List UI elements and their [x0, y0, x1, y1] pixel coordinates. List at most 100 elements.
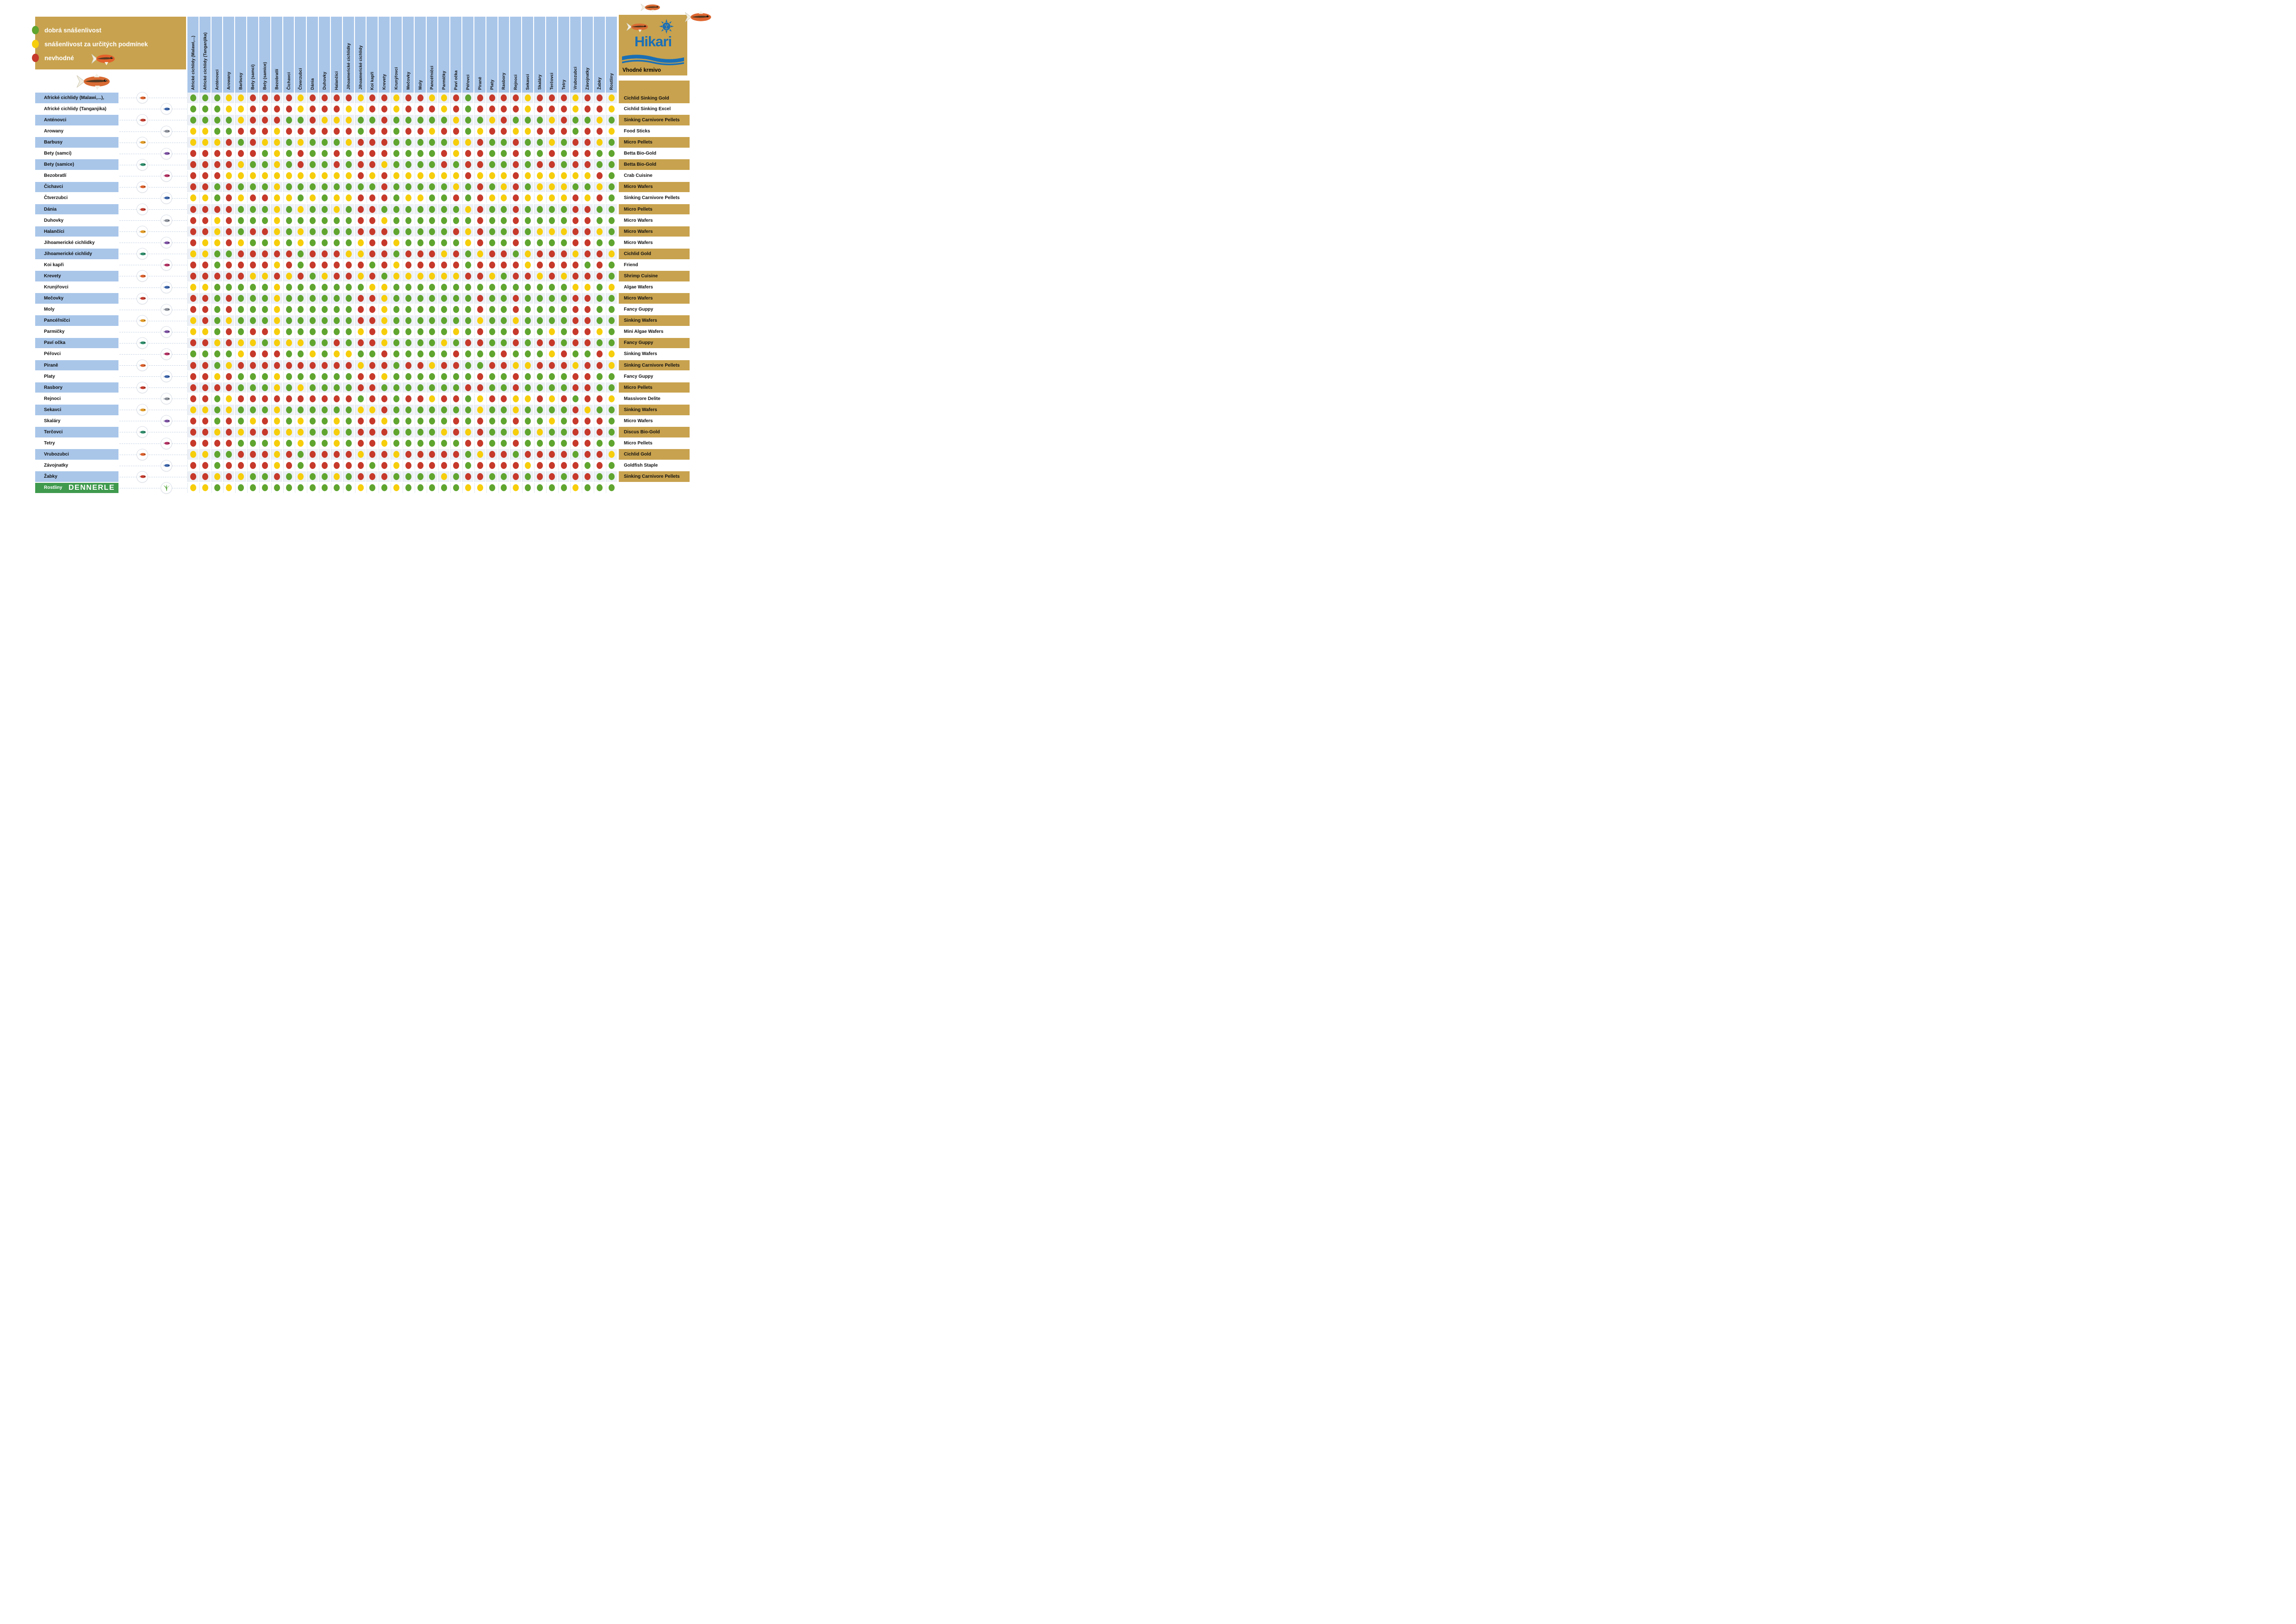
compatibility-dot-g — [465, 462, 471, 469]
compatibility-cell — [426, 93, 439, 103]
compatibility-dot-g — [345, 284, 352, 291]
compatibility-cell — [283, 405, 295, 415]
compatibility-cell — [438, 126, 451, 137]
compatibility-dot-y — [345, 139, 352, 146]
compatibility-cell — [522, 93, 535, 103]
compatibility-dot-r — [572, 462, 579, 469]
compatibility-cell — [187, 393, 199, 404]
compatibility-dot-y — [345, 194, 352, 202]
compatibility-cell — [522, 449, 535, 460]
compatibility-dot-g — [238, 317, 244, 325]
compatibility-cell — [223, 304, 236, 315]
compatibility-cells — [187, 337, 618, 349]
compatibility-cell — [522, 126, 535, 137]
compatibility-cell — [355, 260, 367, 270]
column-header: Čtverzubci — [295, 17, 307, 93]
compatibility-dot-g — [536, 373, 543, 380]
compatibility-cell — [546, 215, 558, 226]
compatibility-cell — [462, 159, 474, 170]
compatibility-dot-g — [310, 473, 316, 481]
compatibility-dot-r — [226, 161, 232, 169]
compatibility-cell — [319, 393, 331, 404]
fish-thumbnail — [137, 248, 148, 259]
compatibility-cell — [605, 337, 618, 349]
compatibility-dot-g — [597, 217, 603, 224]
compatibility-dot-r — [381, 261, 388, 269]
species-row: Skaláry Micro Wafers — [0, 415, 722, 426]
compatibility-dot-y — [597, 328, 603, 336]
compatibility-cell — [259, 482, 271, 493]
compatibility-cell — [211, 416, 224, 426]
compatibility-dot-g — [405, 150, 411, 157]
compatibility-cell — [187, 349, 199, 360]
compatibility-cell — [355, 293, 367, 304]
compatibility-cell — [367, 271, 379, 281]
compatibility-dot-r — [381, 128, 388, 135]
compatibility-dot-y — [357, 239, 364, 246]
compatibility-dot-g — [310, 406, 316, 413]
compatibility-dot-y — [608, 105, 615, 112]
compatibility-dot-y — [238, 339, 244, 347]
compatibility-dot-g — [393, 328, 399, 336]
compatibility-cell — [187, 204, 199, 215]
compatibility-cell — [247, 460, 259, 471]
compatibility-cell — [187, 293, 199, 304]
compatibility-cell — [498, 170, 510, 181]
compatibility-dot-y — [369, 284, 376, 291]
compatibility-dot-y — [202, 328, 208, 336]
compatibility-dot-r — [369, 105, 376, 112]
compatibility-dot-g — [489, 295, 495, 302]
compatibility-cell — [342, 427, 355, 437]
compatibility-cell — [558, 148, 570, 159]
compatibility-cell — [450, 181, 463, 193]
compatibility-dot-g — [333, 384, 340, 391]
compatibility-dot-r — [597, 362, 603, 369]
compatibility-dot-y — [345, 105, 352, 112]
compatibility-dot-g — [441, 217, 448, 224]
compatibility-dot-y — [429, 395, 436, 402]
compatibility-dot-g — [286, 161, 292, 169]
compatibility-cell — [187, 449, 199, 460]
compatibility-cell — [402, 159, 415, 170]
compatibility-dot-r — [477, 440, 483, 447]
compatibility-dot-g — [525, 350, 531, 358]
compatibility-dot-r — [548, 94, 555, 101]
compatibility-cell — [319, 416, 331, 426]
compatibility-cell — [426, 181, 439, 193]
compatibility-dot-y — [226, 105, 232, 112]
compatibility-cell — [330, 104, 343, 114]
compatibility-cell — [402, 304, 415, 315]
recommended-food-label: Cichlid Sinking Gold — [619, 81, 690, 103]
compatibility-cell — [570, 148, 582, 159]
compatibility-cell — [594, 405, 606, 415]
compatibility-dot-g — [536, 406, 543, 413]
compatibility-cell — [498, 148, 510, 159]
compatibility-dot-r — [429, 462, 436, 469]
compatibility-dot-y — [393, 239, 399, 246]
compatibility-cell — [402, 460, 415, 471]
column-header: Anténovci — [211, 17, 224, 93]
compatibility-dot-g — [345, 484, 352, 492]
compatibility-cell — [450, 93, 463, 103]
compatibility-dot-r — [369, 317, 376, 325]
compatibility-dot-y — [274, 128, 280, 135]
compatibility-dot-g — [465, 317, 471, 325]
compatibility-dot-g — [238, 484, 244, 492]
compatibility-dot-r — [536, 473, 543, 481]
compatibility-cell — [295, 159, 307, 170]
compatibility-dot-r — [274, 94, 280, 101]
compatibility-dot-y — [536, 228, 543, 235]
compatibility-cell — [498, 382, 510, 393]
compatibility-dot-r — [477, 384, 483, 391]
compatibility-dot-g — [560, 328, 567, 336]
compatibility-cell — [594, 371, 606, 382]
compatibility-cell — [594, 237, 606, 248]
compatibility-cell — [211, 438, 224, 449]
compatibility-cell — [498, 249, 510, 259]
compatibility-cell — [223, 271, 236, 281]
compatibility-dot-g — [560, 440, 567, 447]
compatibility-dot-r — [417, 250, 423, 257]
compatibility-cell — [342, 460, 355, 471]
compatibility-cell — [391, 405, 403, 415]
compatibility-dot-r — [250, 105, 256, 112]
